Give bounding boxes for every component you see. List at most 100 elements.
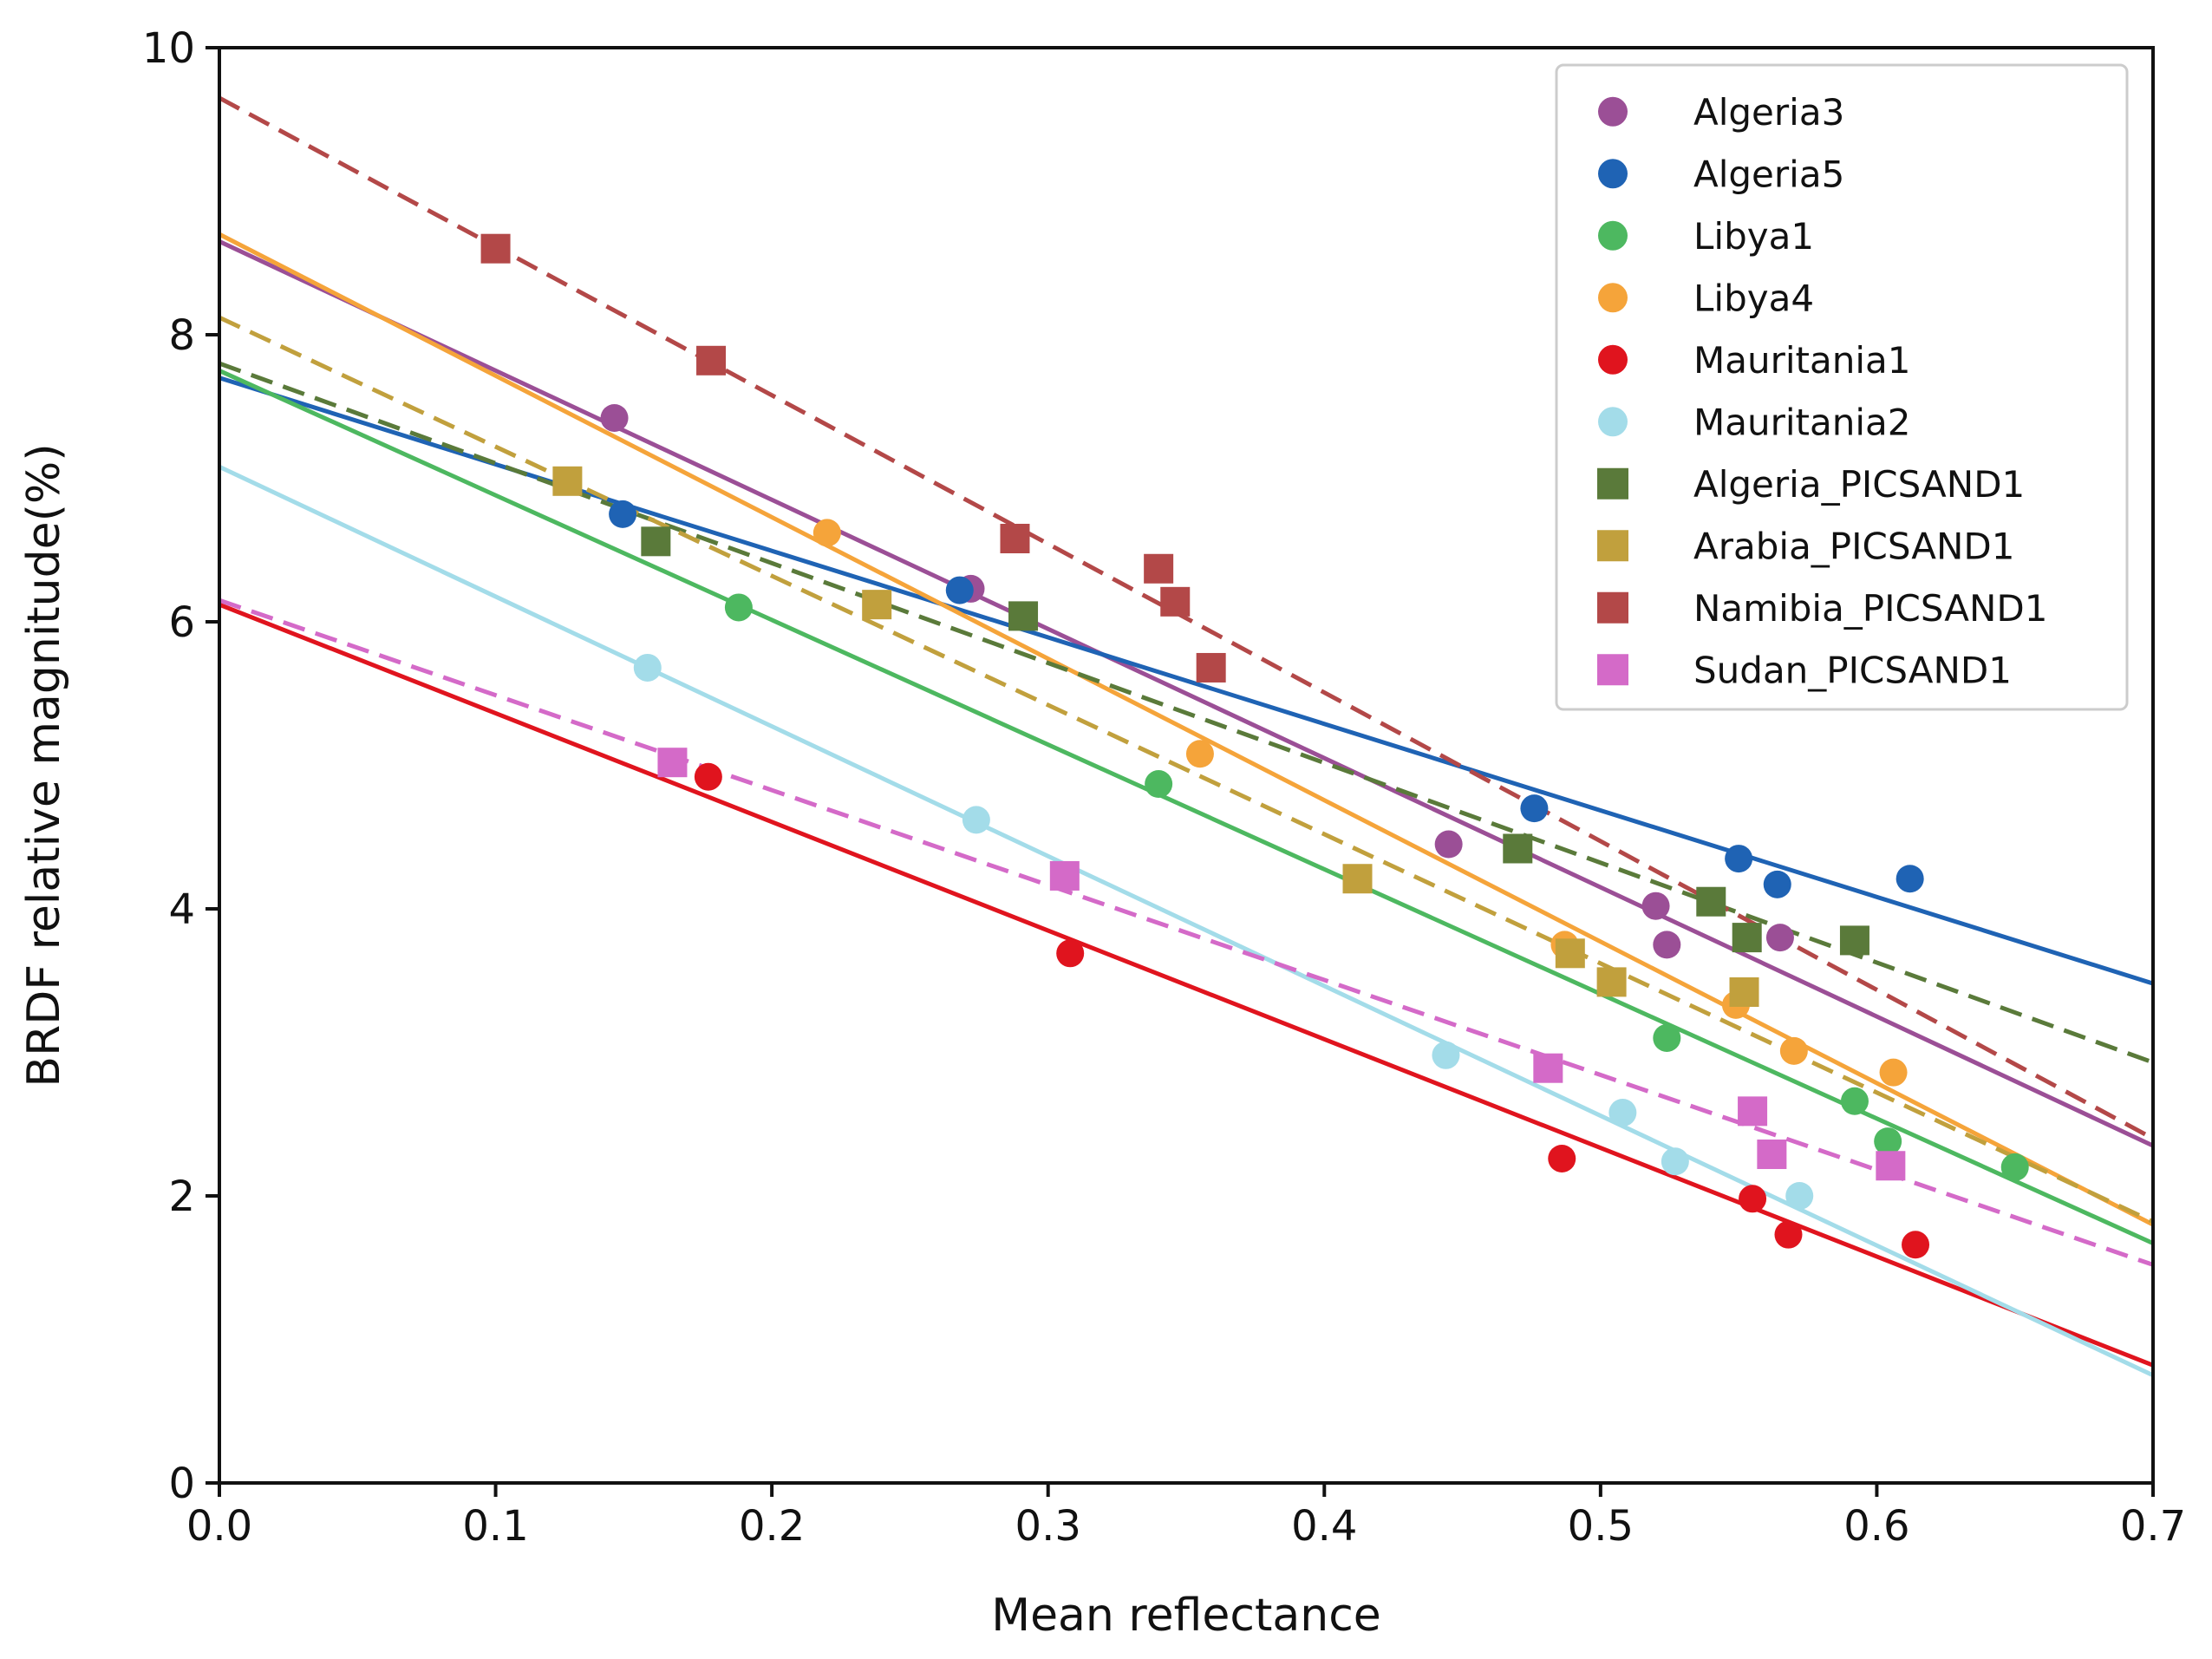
point-mauritania2 bbox=[1608, 1099, 1637, 1127]
point-algeria_picsand1 bbox=[1696, 886, 1726, 917]
point-arabia_picsand1 bbox=[1729, 976, 1759, 1007]
x-tick-label: 0.3 bbox=[1015, 1502, 1081, 1551]
point-sudan_picsand1 bbox=[1049, 860, 1080, 891]
point-arabia_picsand1 bbox=[862, 590, 892, 620]
point-mauritania1 bbox=[1548, 1144, 1576, 1172]
legend-box bbox=[1555, 63, 2129, 711]
point-mauritania1 bbox=[1902, 1231, 1930, 1259]
legend-label: Namibia_PICSAND1 bbox=[1693, 587, 2048, 630]
point-algeria3 bbox=[600, 403, 629, 432]
point-libya1 bbox=[2000, 1153, 2029, 1181]
point-namibia_picsand1 bbox=[1196, 652, 1226, 683]
point-libya1 bbox=[724, 593, 753, 622]
legend-label: Algeria3 bbox=[1693, 91, 1844, 134]
point-namibia_picsand1 bbox=[1000, 524, 1030, 554]
legend-label: Libya1 bbox=[1693, 215, 1814, 258]
point-sudan_picsand1 bbox=[1533, 1053, 1563, 1083]
point-sudan_picsand1 bbox=[1757, 1140, 1787, 1170]
legend-marker bbox=[1598, 159, 1628, 189]
point-algeria3 bbox=[1653, 931, 1681, 959]
plot-frame bbox=[218, 46, 2155, 1485]
y-tick-label: 2 bbox=[168, 1172, 195, 1221]
point-algeria_picsand1 bbox=[1732, 923, 1762, 953]
x-tick-label: 0.5 bbox=[1568, 1502, 1634, 1551]
point-libya4 bbox=[812, 519, 841, 547]
point-namibia_picsand1 bbox=[1160, 586, 1191, 617]
y-tick-label: 4 bbox=[168, 885, 195, 934]
point-arabia_picsand1 bbox=[1596, 967, 1627, 997]
x-tick-label: 0.6 bbox=[1843, 1502, 1909, 1551]
point-algeria5 bbox=[945, 576, 974, 604]
point-arabia_picsand1 bbox=[552, 466, 583, 496]
point-libya4 bbox=[1879, 1058, 1908, 1087]
legend-label: Algeria_PICSAND1 bbox=[1693, 463, 2025, 506]
point-sudan_picsand1 bbox=[1876, 1151, 1906, 1181]
legend-marker bbox=[1598, 283, 1628, 313]
y-tick-label: 8 bbox=[168, 311, 195, 360]
fit-lines bbox=[219, 95, 2153, 1378]
point-algeria5 bbox=[609, 500, 637, 528]
legend-marker bbox=[1598, 96, 1628, 127]
point-algeria5 bbox=[1725, 845, 1753, 873]
fit-line-mauritania2 bbox=[219, 464, 2153, 1378]
legend-marker bbox=[1597, 467, 1628, 500]
legend-label: Mauritania1 bbox=[1693, 339, 1910, 382]
point-mauritania2 bbox=[962, 806, 990, 834]
legend-label: Arabia_PICSAND1 bbox=[1693, 525, 2015, 567]
fit-line-namibia_picsand1 bbox=[219, 95, 2153, 1141]
x-tick-label: 0.1 bbox=[462, 1502, 528, 1551]
point-arabia_picsand1 bbox=[1342, 864, 1373, 894]
fit-line-sudan_picsand1 bbox=[219, 598, 2153, 1267]
legend-label: Libya4 bbox=[1693, 277, 1814, 319]
point-algeria_picsand1 bbox=[641, 526, 671, 557]
point-algeria5 bbox=[1520, 794, 1549, 823]
point-mauritania1 bbox=[694, 762, 722, 791]
point-algeria_picsand1 bbox=[1839, 925, 1869, 956]
point-mauritania1 bbox=[1739, 1185, 1767, 1213]
point-libya4 bbox=[1779, 1036, 1808, 1065]
point-mauritania2 bbox=[1661, 1147, 1689, 1176]
x-tick-label: 0.0 bbox=[186, 1502, 252, 1551]
point-namibia_picsand1 bbox=[480, 233, 511, 264]
legend-marker bbox=[1598, 344, 1628, 375]
point-libya1 bbox=[1840, 1087, 1869, 1115]
fit-line-mauritania1 bbox=[219, 602, 2153, 1368]
point-libya1 bbox=[1874, 1127, 1902, 1156]
y-axis-label: BRDF relative magnitude(%) bbox=[18, 443, 70, 1087]
fit-line-arabia_picsand1 bbox=[219, 315, 2153, 1225]
point-algeria_picsand1 bbox=[1503, 833, 1533, 864]
y-tick-label: 6 bbox=[168, 598, 195, 647]
legend-marker bbox=[1598, 407, 1628, 437]
point-algeria5 bbox=[1763, 870, 1791, 898]
fit-line-algeria_picsand1 bbox=[219, 361, 2153, 1065]
x-tick-label: 0.7 bbox=[2120, 1502, 2186, 1551]
x-tick-label: 0.4 bbox=[1291, 1502, 1357, 1551]
legend-label: Algeria5 bbox=[1693, 153, 1844, 195]
legend-marker bbox=[1597, 591, 1628, 624]
point-algeria3 bbox=[1765, 924, 1794, 952]
point-algeria3 bbox=[1641, 892, 1670, 920]
point-mauritania2 bbox=[1785, 1182, 1814, 1210]
legend-marker bbox=[1597, 530, 1628, 562]
legend-label: Mauritania2 bbox=[1693, 401, 1910, 443]
point-algeria_picsand1 bbox=[1008, 601, 1039, 631]
x-axis-ticks: 0.0 0.1 0.2 0.3 0.4 0.5 0.6 0.7 bbox=[186, 1483, 2186, 1551]
point-algeria3 bbox=[1434, 830, 1463, 859]
x-axis-label: Mean reflectance bbox=[991, 1590, 1381, 1642]
point-libya1 bbox=[1653, 1023, 1681, 1052]
point-sudan_picsand1 bbox=[657, 748, 688, 778]
fit-line-libya1 bbox=[219, 369, 2153, 1245]
point-mauritania1 bbox=[1774, 1220, 1803, 1249]
legend-marker bbox=[1597, 654, 1628, 686]
point-libya4 bbox=[1185, 740, 1214, 768]
y-tick-label: 0 bbox=[168, 1460, 195, 1508]
point-algeria5 bbox=[1896, 865, 1924, 893]
fit-line-algeria3 bbox=[219, 239, 2153, 1148]
fit-line-libya4 bbox=[219, 232, 2153, 1227]
point-namibia_picsand1 bbox=[1144, 553, 1174, 584]
y-axis-ticks: 0 2 4 6 8 10 bbox=[142, 24, 219, 1508]
point-arabia_picsand1 bbox=[1555, 938, 1585, 969]
point-mauritania2 bbox=[633, 653, 662, 682]
point-libya1 bbox=[1145, 770, 1173, 799]
